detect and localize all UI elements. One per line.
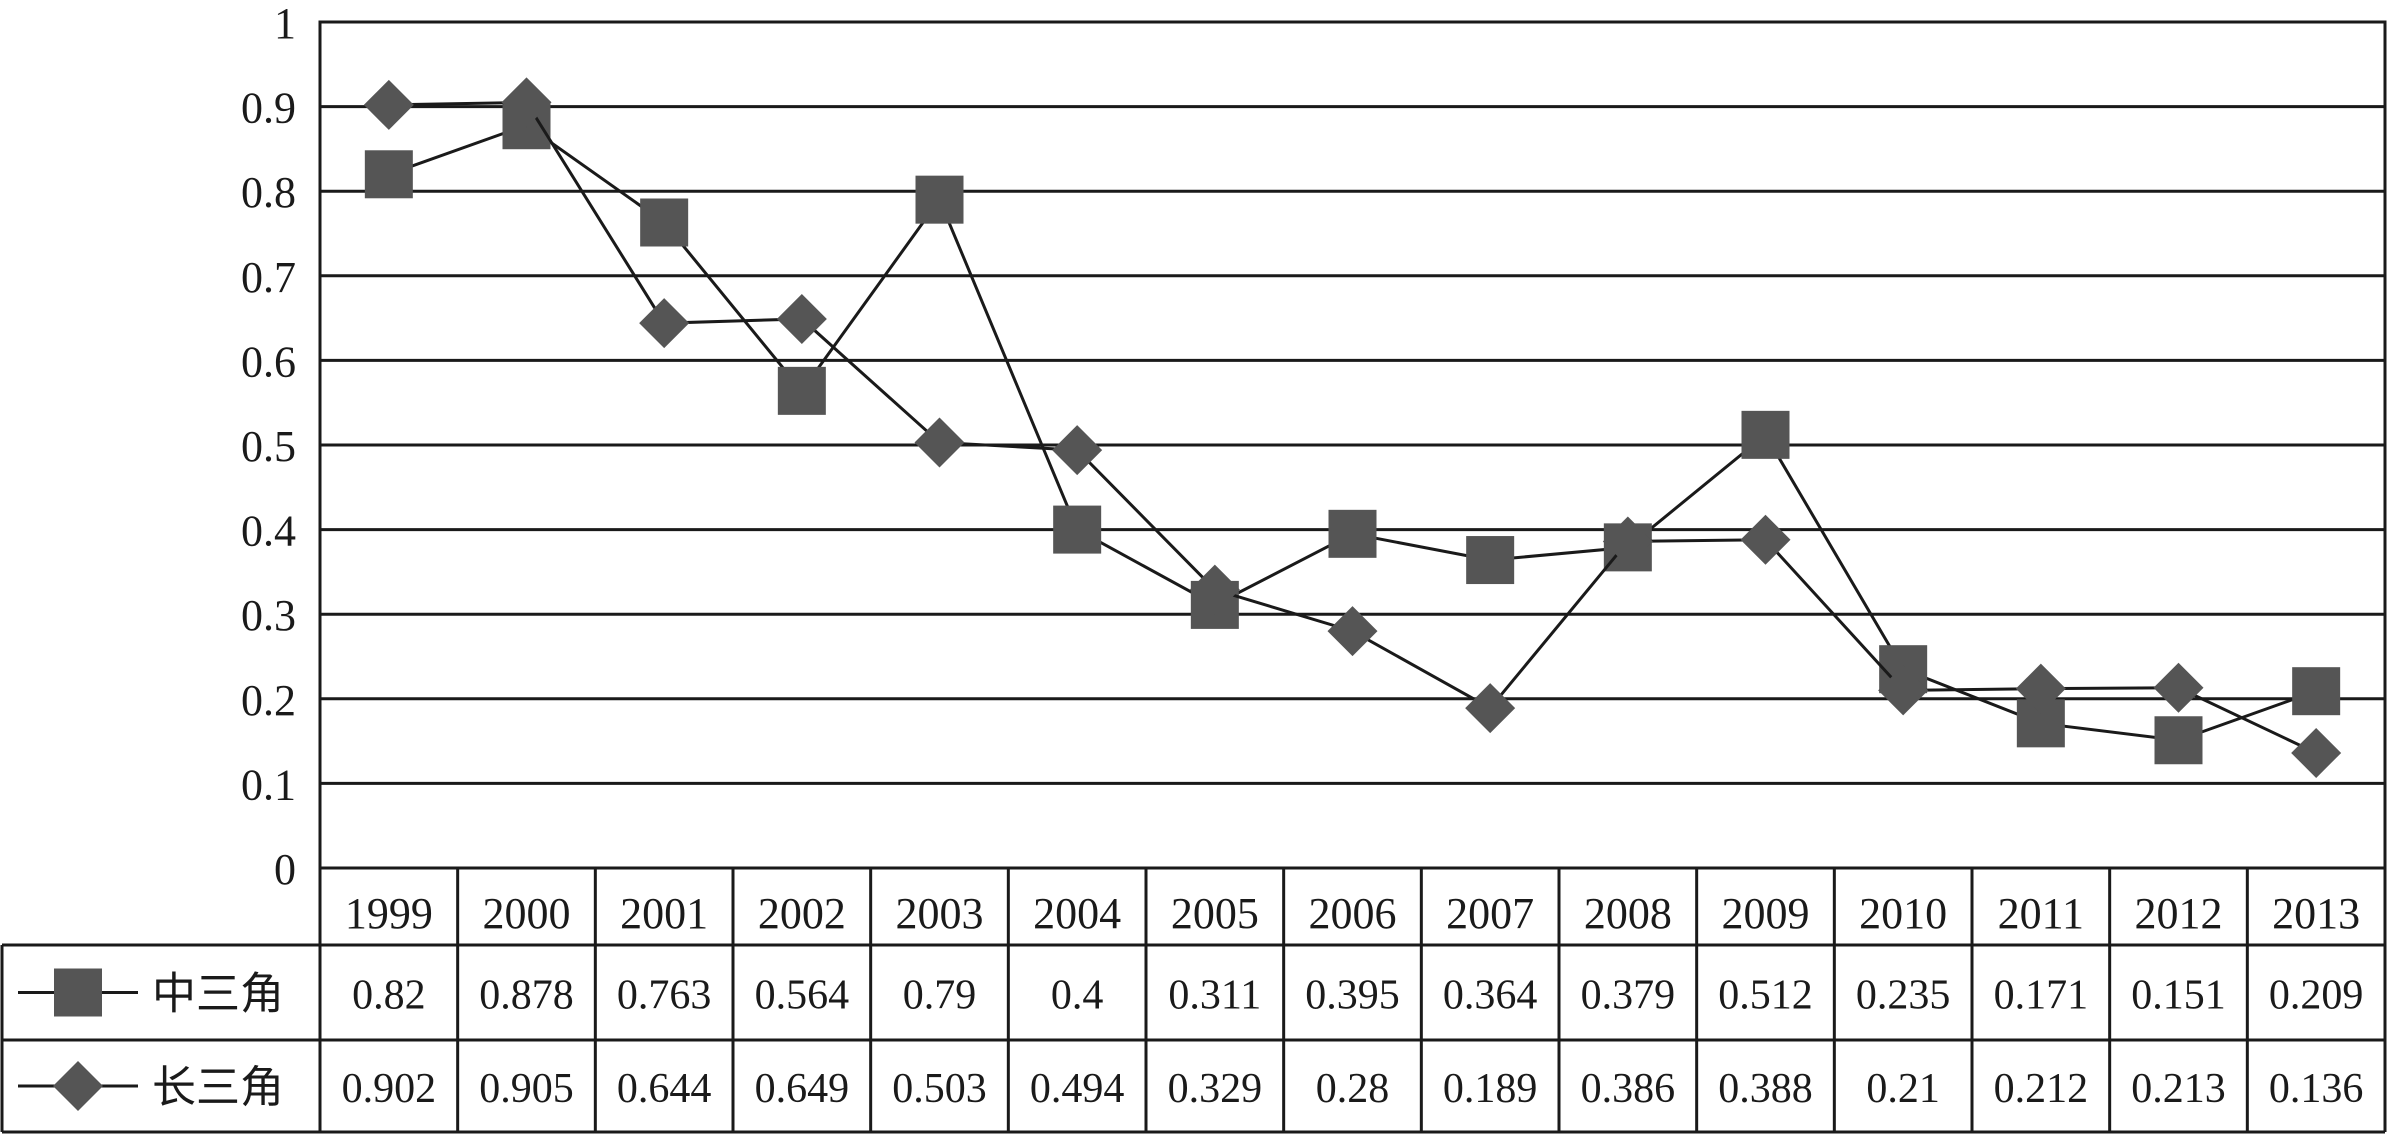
table-cell-value: 0.151 [2131,973,2226,1019]
x-tick-label: 2013 [2272,889,2360,938]
y-tick-label: 0.8 [241,168,296,217]
table-cell-value: 0.644 [617,1066,712,1112]
table-cell-value: 0.503 [892,1066,987,1112]
data-point-square [915,175,964,224]
gridlines [318,20,2387,870]
y-tick-label: 0.6 [241,337,296,386]
x-tick-label: 1999 [345,889,433,938]
data-point-diamond [1878,665,1929,716]
table-cell-value: 0.329 [1168,1066,1263,1112]
y-tick-label: 0.9 [241,84,296,133]
data-point-diamond [363,79,414,130]
x-tick-label: 2011 [1998,889,2084,938]
table-cell-value: 0.512 [1718,973,1813,1019]
y-tick-label: 0.2 [241,676,296,725]
data-point-square [364,150,413,199]
table-cell-value: 0.28 [1316,1066,1390,1112]
data-point-square [2154,716,2203,765]
table-cell-value: 0.388 [1718,1066,1813,1112]
table-cell-value: 0.311 [1168,973,1261,1019]
data-point-square [1053,505,1102,554]
data-point-square [777,366,826,415]
x-tick-label: 2005 [1171,889,1259,938]
x-tick-label: 2012 [2135,889,2223,938]
x-tick-label: 2007 [1446,889,1534,938]
table-cell-value: 0.878 [479,973,574,1019]
data-point-diamond [1602,516,1653,567]
data-point-diamond [2015,663,2066,714]
y-tick-label: 0.4 [241,507,296,556]
table-cell-value: 0.4 [1051,973,1104,1019]
data-point-diamond [639,298,690,349]
data-table: 1999 2000 2001 2002 2003 2004 2005 2006 2007 2008… [0,868,2387,1134]
table-cell-value: 0.649 [755,1066,850,1112]
table-cell-value: 0.136 [2269,1066,2364,1112]
x-tick-label: 2008 [1584,889,1672,938]
data-point-diamond [2291,727,2342,778]
y-tick-label: 0.7 [241,253,296,302]
plot-frame [318,20,2387,870]
table-cell-value: 0.235 [1856,973,1951,1019]
data-point-square [1741,410,1790,459]
x-tick-label: 2000 [483,889,571,938]
data-point-square [2292,667,2341,716]
x-tick-label: 2010 [1859,889,1947,938]
y-tick-label: 0.5 [241,422,296,471]
x-tick-label: 2002 [758,889,846,938]
table-cell-value: 0.494 [1030,1066,1125,1112]
table-cell-value: 0.189 [1443,1066,1538,1112]
data-point-diamond [501,77,552,128]
legend-marker [54,968,102,1017]
y-axis-ticks: 0 0.1 0.2 0.3 0.4 0.5 0.6 0.7 0.8 0.9 1 [241,0,296,894]
table-cell-value: 0.209 [2269,973,2364,1019]
table-cell-value: 0.171 [1994,973,2089,1019]
y-tick-label: 0 [274,845,296,894]
y-tick-label: 0.1 [241,760,296,809]
legend-marker [53,1061,103,1111]
data-point-diamond [1189,564,1240,615]
data-point-diamond [1052,425,1103,476]
data-point-square [1328,509,1377,558]
x-tick-label: 2006 [1309,889,1397,938]
data-point-diamond [2153,662,2204,713]
table-cell-value: 0.82 [352,973,426,1019]
legend-series-name: 长三角 [152,1063,284,1112]
table-cell-value: 0.564 [755,973,850,1019]
legend-series-name: 中三角 [152,970,284,1019]
x-tick-label: 2009 [1722,889,1810,938]
table-cell-value: 0.79 [903,973,977,1019]
data-point-diamond [1465,683,1516,734]
y-tick-label: 0.3 [241,591,296,640]
table-cell-value: 0.905 [479,1066,574,1112]
table-cell-value: 0.364 [1443,973,1538,1019]
data-point-diamond [1740,514,1791,565]
data-point-diamond [1327,606,1378,657]
x-tick-label: 2004 [1033,889,1121,938]
table-cell-value: 0.21 [1866,1066,1940,1112]
table-cell-value: 0.763 [617,973,712,1019]
series-layer [363,77,2342,778]
table-cell-value: 0.379 [1581,973,1676,1019]
data-point-diamond [914,417,965,468]
table-cell-value: 0.902 [342,1066,437,1112]
x-tick-label: 2003 [896,889,984,938]
table-cell-value: 0.386 [1581,1066,1676,1112]
data-point-diamond [776,293,827,344]
table-cell-value: 0.212 [1994,1066,2089,1112]
data-point-square [1466,536,1515,585]
table-cell-value: 0.213 [2131,1066,2226,1112]
y-tick-label: 1 [274,0,296,48]
series-1 [364,101,2341,765]
data-point-square [640,198,689,247]
table-cell-value: 0.395 [1305,973,1400,1019]
x-tick-label: 2001 [620,889,708,938]
series-2 [363,77,2342,778]
